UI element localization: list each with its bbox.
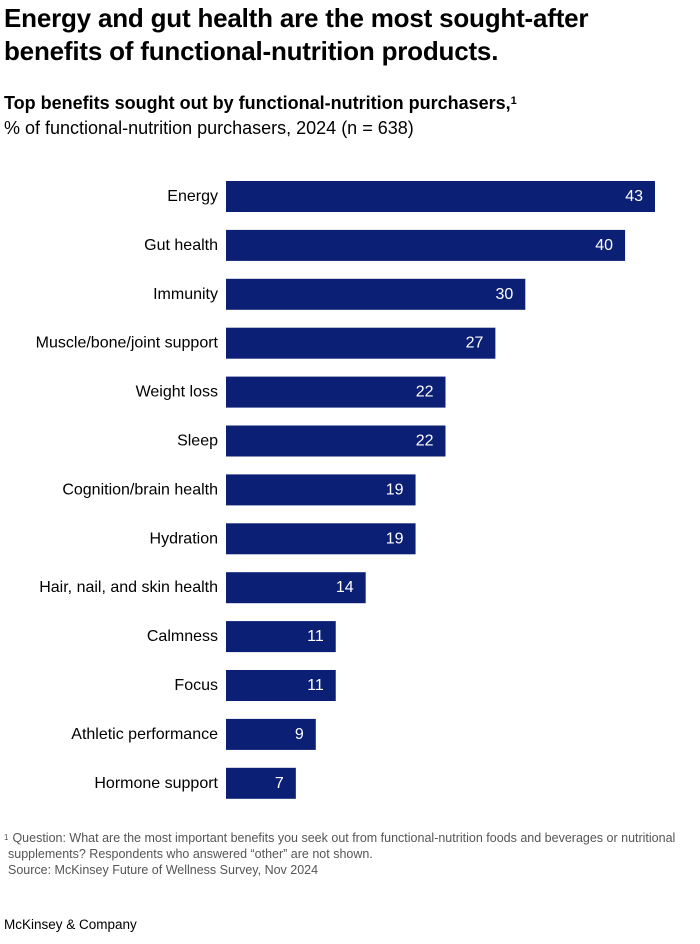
bar <box>226 621 336 653</box>
bar-value-label: 14 <box>336 579 354 596</box>
brand-wordmark: McKinsey & Company <box>4 917 137 932</box>
bar-value-label: 22 <box>416 433 434 450</box>
category-label: Calmness <box>147 628 218 645</box>
bar-chart: Energy 43 Gut health 40 Immunity 30 Muscle/bon… <box>36 181 655 799</box>
footnote-question-marker: 1 <box>4 833 9 842</box>
category-label: Cognition/brain health <box>62 481 218 498</box>
bar-value-label: 27 <box>466 335 484 352</box>
bar <box>226 718 316 750</box>
bar-value-label: 11 <box>307 628 324 645</box>
bar-value-label: 19 <box>386 530 404 547</box>
category-label: Hair, nail, and skin health <box>39 579 218 596</box>
bar-value-label: 40 <box>595 237 613 254</box>
category-label: Focus <box>174 677 218 694</box>
category-label: Athletic performance <box>71 726 218 743</box>
headline: Energy and gut health are the most sough… <box>4 3 589 66</box>
category-label: Sleep <box>177 433 218 450</box>
footnote: 1 Question: What are the most important b… <box>4 830 684 878</box>
bar-value-label: 30 <box>496 286 514 303</box>
category-label: Weight loss <box>136 384 218 401</box>
bar-value-label: 9 <box>295 726 304 743</box>
bar-value-label: 43 <box>625 188 643 205</box>
category-label: Hydration <box>150 530 218 547</box>
bar <box>226 181 655 212</box>
source-note: Source: McKinsey Future of Wellness Surv… <box>8 863 319 877</box>
bar <box>226 670 336 701</box>
bar-value-label: 11 <box>307 677 324 694</box>
chart-subtitle: % of functional-nutrition purchasers, 20… <box>4 118 414 138</box>
chart-title-text: Top benefits sought out by functional-nu… <box>4 93 511 113</box>
category-label: Energy <box>167 188 218 205</box>
bar <box>226 376 446 408</box>
bar <box>226 474 416 506</box>
bar-value-label: 7 <box>275 775 284 792</box>
footnote-marker: 1 <box>510 95 517 107</box>
bar <box>226 767 296 799</box>
category-label: Immunity <box>153 286 218 303</box>
chart-title: Top benefits sought out by functional-nu… <box>4 91 517 115</box>
bar <box>226 278 526 310</box>
footnote-question-text: Question: What are the most important be… <box>8 831 676 861</box>
category-label: Hormone support <box>94 775 218 792</box>
bar-value-label: 19 <box>386 481 404 498</box>
bar <box>226 572 366 604</box>
bar-value-label: 22 <box>416 384 434 401</box>
category-label: Gut health <box>144 237 218 254</box>
footnote-question: 1 Question: What are the most important b… <box>4 830 684 862</box>
category-label: Muscle/bone/joint support <box>36 335 219 352</box>
bar <box>226 327 496 359</box>
bar <box>226 229 626 261</box>
bar <box>226 425 446 457</box>
bar <box>226 523 416 555</box>
